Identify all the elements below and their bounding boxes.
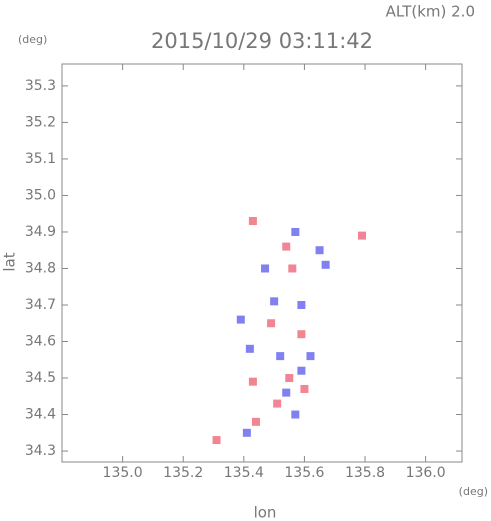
radar-cell — [245, 344, 254, 353]
y-axis-label: lat — [1, 252, 19, 271]
radar-cell — [315, 246, 324, 255]
y-tick-label: 34.8 — [25, 260, 56, 276]
radar-cell — [261, 264, 270, 273]
radar-cell — [242, 428, 251, 437]
radar-cell — [273, 399, 282, 408]
x-tick-label: 136.0 — [406, 465, 446, 481]
radar-cell — [236, 315, 245, 324]
y-tick-label: 35.3 — [25, 78, 56, 94]
x-unit: (deg) — [459, 485, 488, 498]
x-tick-label: 135.4 — [224, 465, 264, 481]
y-tick-label: 34.6 — [25, 334, 56, 350]
y-tick-label: 35.2 — [25, 114, 56, 130]
y-tick-label: 34.7 — [25, 297, 56, 313]
radar-cell — [358, 231, 366, 240]
radar-cell — [212, 436, 221, 445]
radar-cell — [251, 417, 260, 426]
radar-cell — [297, 300, 306, 309]
radar-cell — [282, 242, 291, 251]
x-tick-label: 135.6 — [284, 465, 324, 481]
radar-cell — [248, 217, 257, 226]
radar-cell — [285, 374, 294, 383]
radar-cell — [291, 410, 300, 419]
radar-cell — [270, 297, 279, 306]
radar-cell — [306, 352, 315, 361]
radar-cell — [321, 260, 330, 269]
radar-cell — [288, 264, 297, 273]
x-tick-label: 135.2 — [163, 465, 203, 481]
radar-cell — [248, 377, 257, 386]
y-unit: (deg) — [18, 33, 47, 46]
radar-cell — [297, 366, 306, 375]
radar-cell — [276, 352, 285, 361]
y-tick-label: 35.0 — [25, 187, 56, 203]
x-tick-label: 135.0 — [103, 465, 143, 481]
radar-cell — [267, 319, 276, 328]
chart-title: 2015/10/29 03:11:42 — [151, 29, 373, 53]
plot-frame — [61, 63, 463, 463]
x-tick-label: 135.8 — [345, 465, 385, 481]
radar-cell — [282, 388, 291, 397]
y-tick-label: 34.9 — [25, 224, 56, 240]
y-tick-label: 34.4 — [25, 407, 56, 423]
y-tick-label: 35.1 — [25, 151, 56, 167]
radar-cell — [300, 384, 309, 393]
y-tick-label: 34.5 — [25, 370, 56, 386]
altitude: ALT(km) 2.0 — [386, 3, 475, 21]
x-axis-label: lon — [254, 504, 277, 521]
y-tick-label: 34.3 — [25, 443, 56, 459]
radar-cell — [291, 227, 300, 236]
radar-cell — [297, 330, 306, 339]
